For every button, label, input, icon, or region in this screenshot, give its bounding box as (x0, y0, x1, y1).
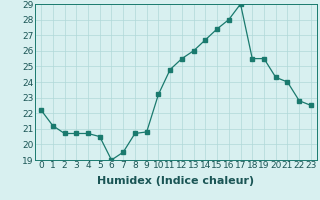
X-axis label: Humidex (Indice chaleur): Humidex (Indice chaleur) (97, 176, 255, 186)
